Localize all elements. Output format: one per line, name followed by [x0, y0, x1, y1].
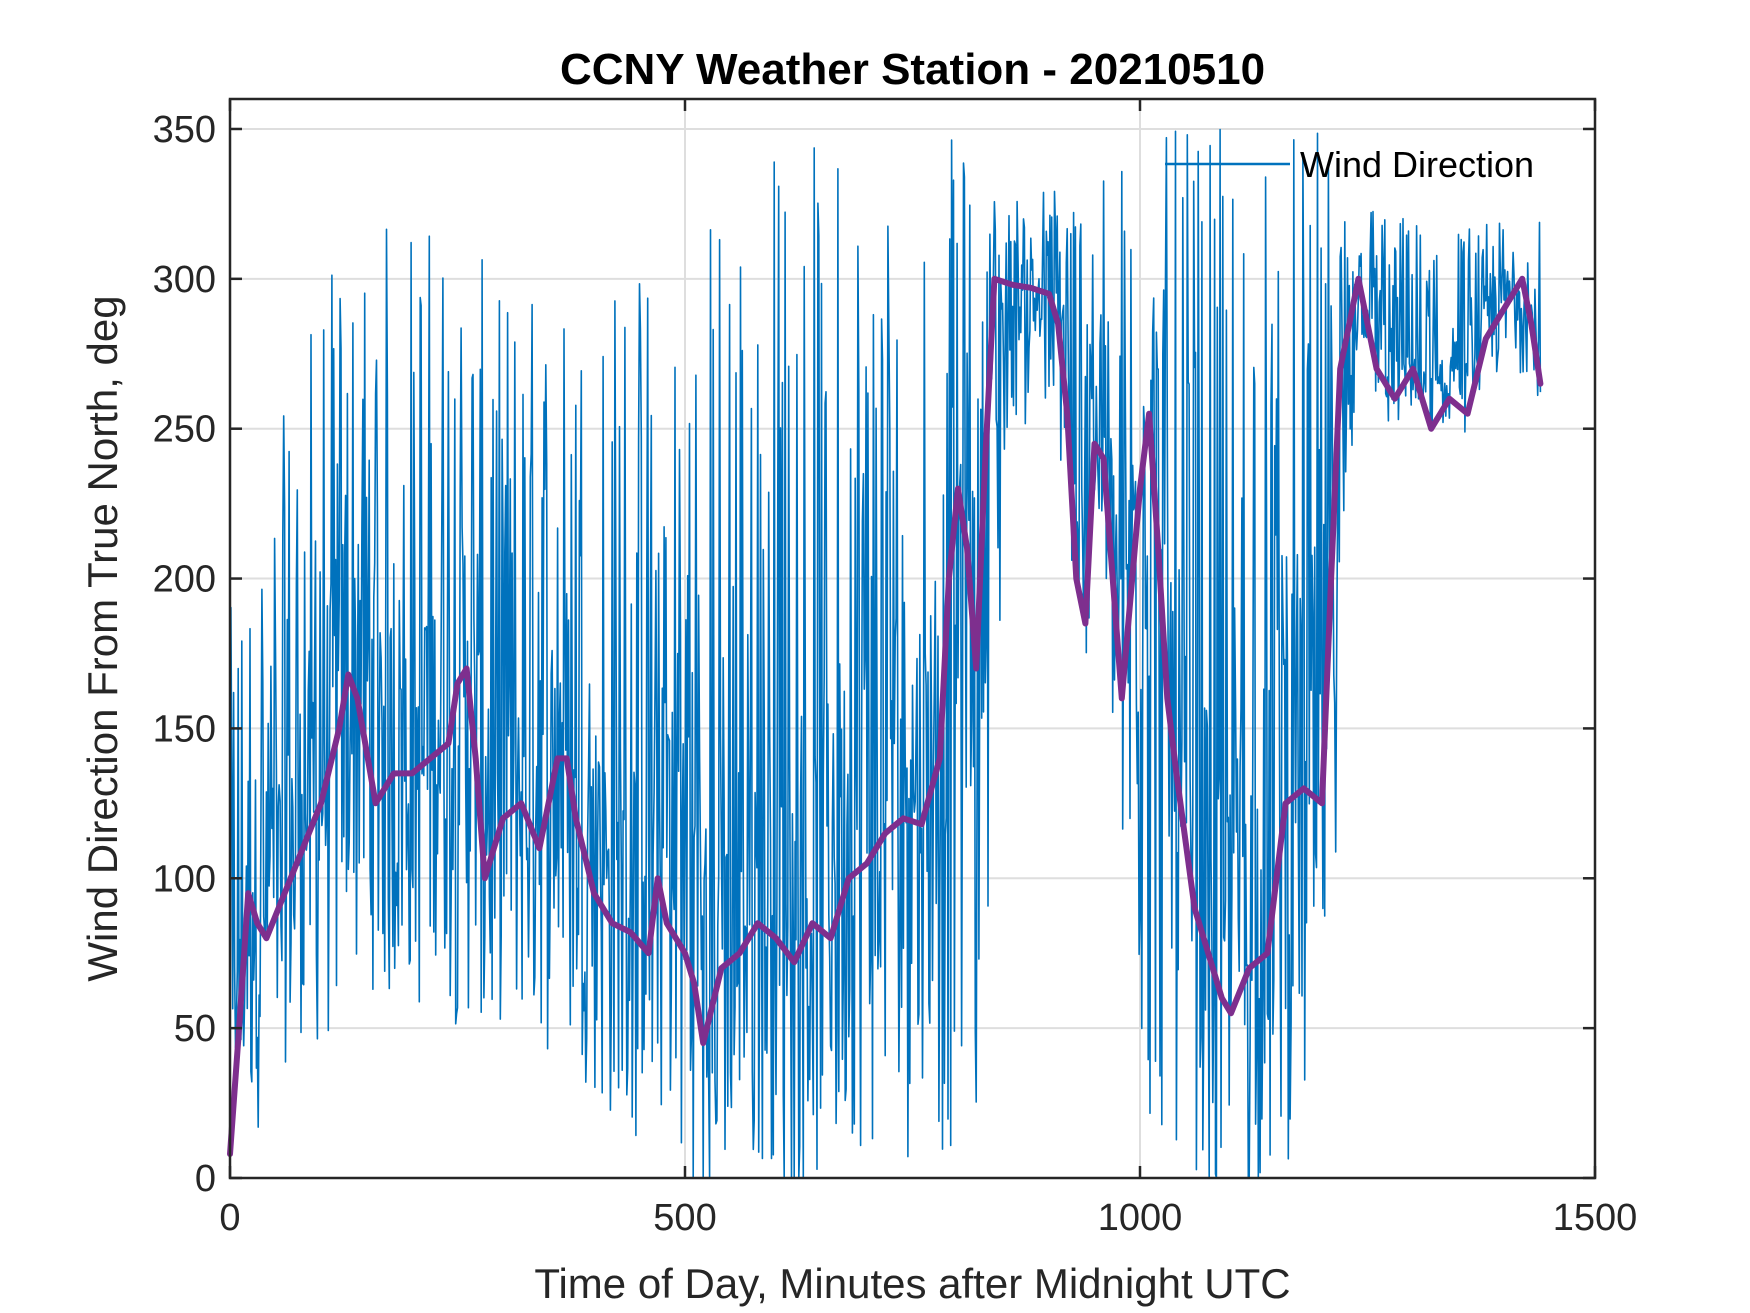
y-tick-label-50: 50 — [174, 1008, 216, 1050]
x-tick-label-500: 500 — [653, 1197, 716, 1239]
series-line-wind-direction — [229, 128, 1542, 1179]
axes-box — [228, 97, 1597, 1180]
smoothed-series-layer — [227, 275, 1544, 1157]
x-tick-label-0: 0 — [219, 1197, 240, 1239]
y-tick-label-250: 250 — [153, 409, 216, 451]
x-axis-label: Time of Day, Minutes after Midnight UTC — [534, 1260, 1290, 1307]
y-tick-label-150: 150 — [153, 708, 216, 750]
series-line-smoothed — [227, 275, 1544, 1157]
legend-label-wind-direction: Wind Direction — [1300, 144, 1534, 185]
raw-series-layer — [229, 128, 1542, 1179]
x-tick-label-1500: 1500 — [1553, 1197, 1638, 1239]
y-axis-label: Wind Direction From True North, deg — [79, 295, 126, 981]
y-tick-label-0: 0 — [195, 1158, 216, 1200]
legend: Wind Direction — [1165, 144, 1534, 185]
y-tick-label-300: 300 — [153, 259, 216, 301]
y-tick-label-350: 350 — [153, 109, 216, 151]
y-tick-label-100: 100 — [153, 858, 216, 900]
x-tick-label-1000: 1000 — [1098, 1197, 1183, 1239]
y-tick-label-200: 200 — [153, 559, 216, 601]
chart-title: CCNY Weather Station - 20210510 — [560, 45, 1265, 94]
ticks: 0 500 1000 1500 0 50 100 150 200 250 300 350 — [153, 99, 1638, 1239]
